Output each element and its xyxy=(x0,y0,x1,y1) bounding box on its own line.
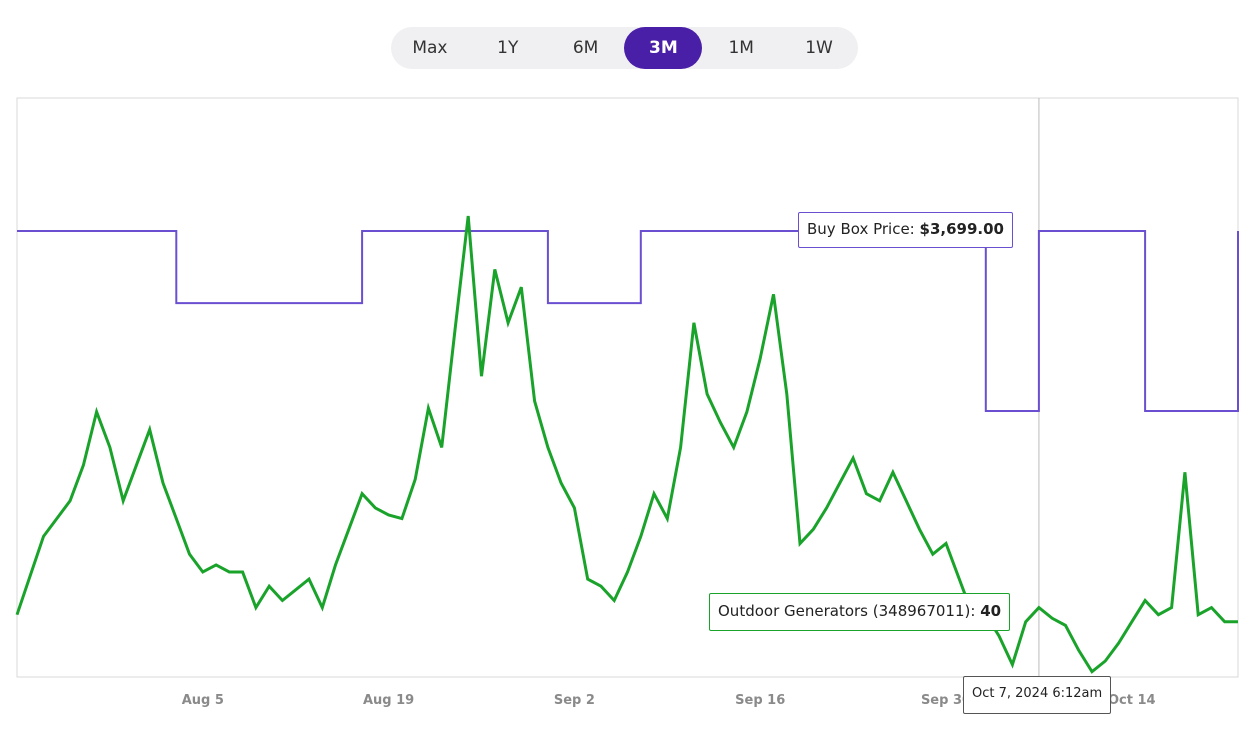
x-tick-label: Oct 14 xyxy=(1108,693,1156,708)
range-selector: Max 1Y 6M 3M 1M 1W xyxy=(391,27,858,69)
range-button-1w[interactable]: 1W xyxy=(805,38,833,58)
x-tick-label: Aug 5 xyxy=(182,693,224,708)
crosshair-date-tooltip: Oct 7, 2024 6:12am xyxy=(963,676,1112,714)
range-button-3m[interactable]: 3M xyxy=(624,27,703,69)
range-button-6m[interactable]: 6M xyxy=(572,38,599,58)
plot-area xyxy=(16,97,1239,678)
buy-box-price-tooltip: Buy Box Price: $3,699.00 xyxy=(798,212,1013,248)
x-tick-label: Aug 19 xyxy=(363,693,414,708)
series-line-buy-box-price xyxy=(17,230,1239,412)
generator-rank-value: 40 xyxy=(980,602,1002,620)
x-tick-label: Sep 30 xyxy=(921,693,971,708)
series-line-outdoor-generators xyxy=(15,215,1238,674)
x-tick-label: Sep 2 xyxy=(554,693,595,708)
x-tick-label: Sep 16 xyxy=(735,693,785,708)
buy-box-price-value: $3,699.00 xyxy=(919,220,1004,238)
range-button-max[interactable]: Max xyxy=(412,38,448,58)
buy-box-price-label: Buy Box Price: xyxy=(807,220,915,238)
range-button-1m[interactable]: 1M xyxy=(728,38,754,58)
generator-rank-label: Outdoor Generators (348967011): xyxy=(718,602,976,620)
range-button-1y[interactable]: 1Y xyxy=(497,38,519,58)
generator-rank-tooltip: Outdoor Generators (348967011): 40 xyxy=(709,593,1011,631)
